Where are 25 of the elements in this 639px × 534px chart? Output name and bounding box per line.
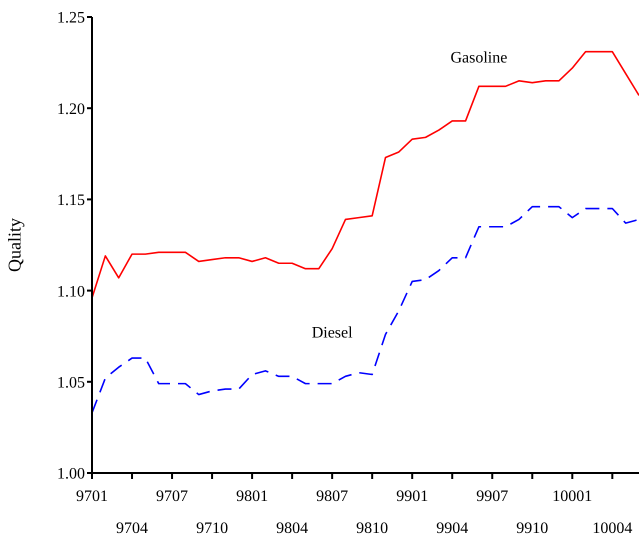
x-tick-label: 9910 (516, 520, 548, 534)
x-tick-label: 9810 (356, 520, 388, 534)
line-series (92, 50, 639, 299)
x-tick-label: 9904 (436, 520, 468, 534)
y-tick-label: 1.10 (57, 283, 85, 300)
series-label: Gasoline (450, 49, 508, 66)
x-tick-label: 9801 (236, 488, 268, 505)
y-tick-label: 1.05 (57, 374, 85, 392)
line-series (92, 206, 639, 414)
y-tick-label: 1.15 (57, 192, 85, 210)
y-tick-label: 1.00 (57, 466, 85, 483)
series-label: Diesel (312, 324, 354, 342)
y-axis-title: Quality (4, 218, 24, 272)
x-tick-label: 9804 (276, 520, 308, 534)
x-tick-label: 10001 (552, 488, 592, 505)
x-tick-label: 10004 (592, 520, 632, 534)
x-tick-label: 9901 (396, 488, 428, 505)
x-tick-label: 9807 (316, 488, 348, 505)
x-tick-label: 9907 (476, 488, 508, 505)
x-tick-label: 9707 (156, 488, 188, 505)
x-tick-label: 9710 (196, 520, 228, 534)
y-tick-label: 1.20 (57, 100, 85, 118)
x-tick-label: 9701 (76, 488, 108, 505)
y-tick-label: 1.25 (57, 10, 85, 27)
x-tick-label: 9704 (116, 520, 148, 534)
